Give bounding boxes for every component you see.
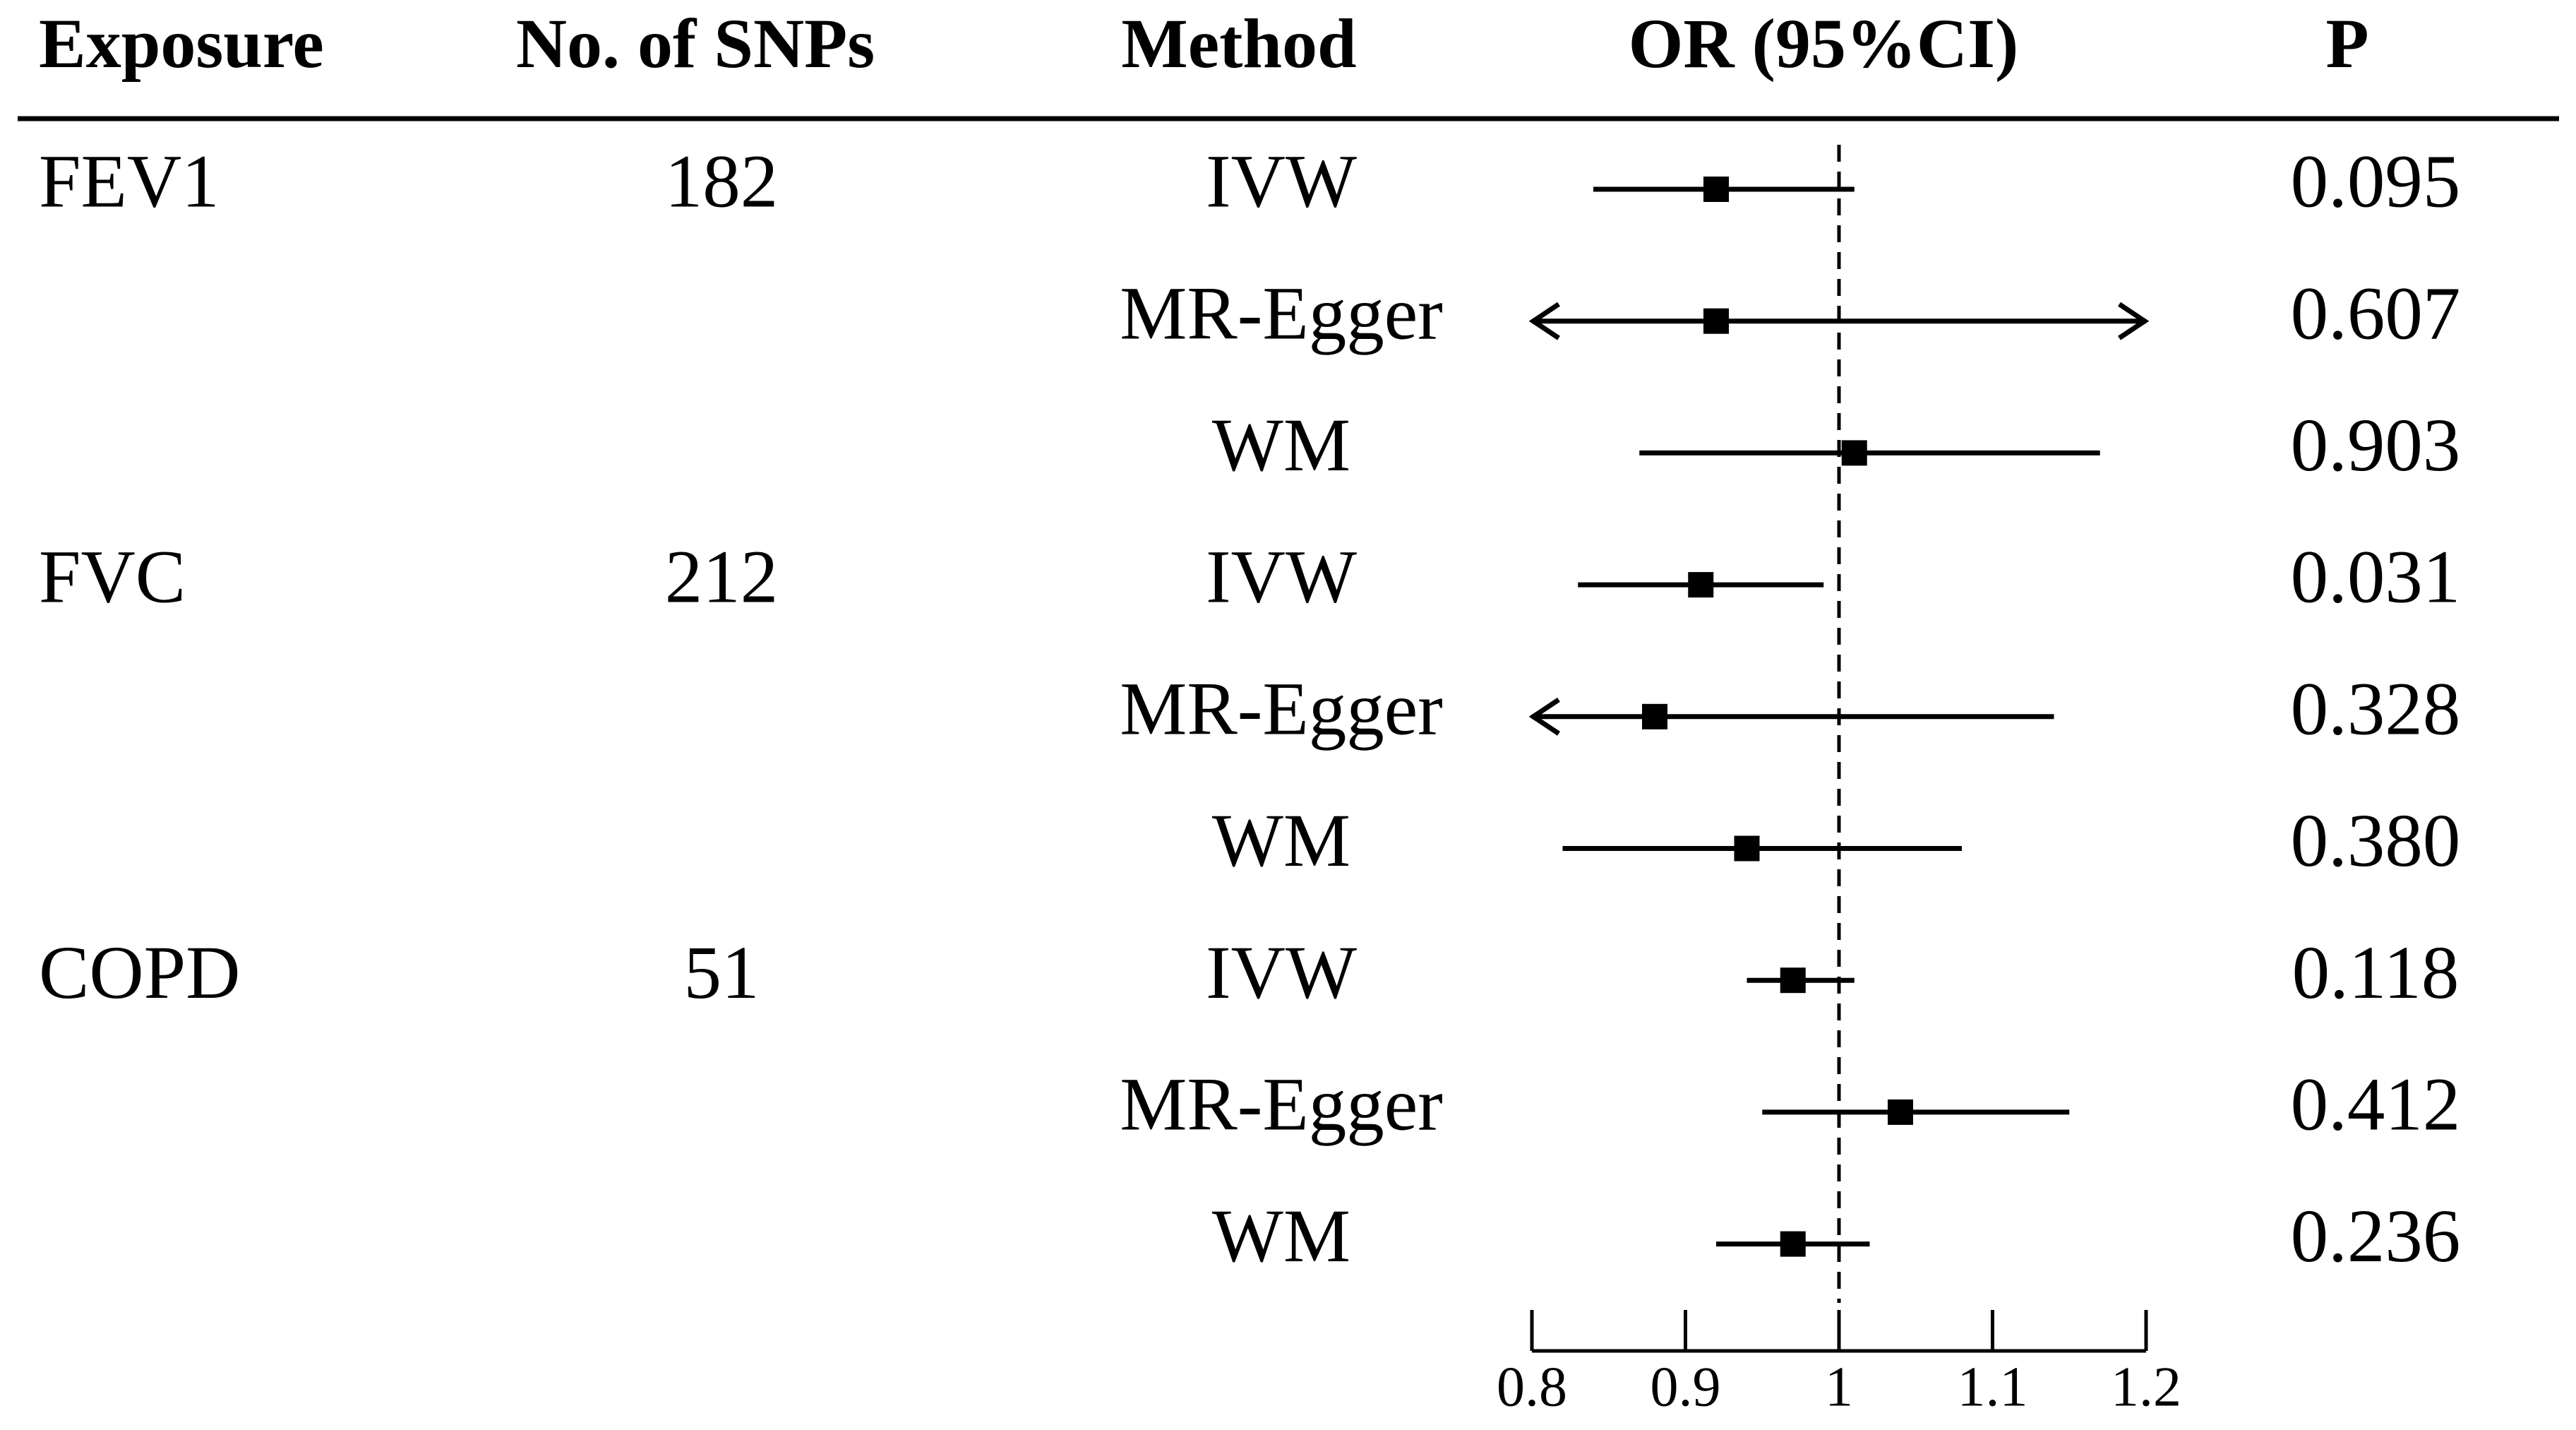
header-snps: No. of SNPs	[516, 4, 875, 83]
ci-arrow-left	[1528, 302, 1560, 340]
exposure-label: FEV1	[39, 141, 220, 224]
header-exposure: Exposure	[39, 4, 324, 83]
p-value: 0.607	[2291, 272, 2461, 355]
p-value: 0.031	[2291, 536, 2461, 619]
method-label: WM	[1212, 404, 1350, 487]
point-estimate	[1703, 177, 1729, 202]
p-value: 0.903	[2291, 404, 2461, 487]
method-label: MR-Egger	[1120, 1063, 1443, 1146]
x-tick-label: 1	[1825, 1356, 1853, 1418]
point-estimate	[1780, 1231, 1806, 1257]
header-or: OR (95%CI)	[1629, 4, 2019, 83]
method-label: WM	[1212, 799, 1350, 883]
x-tick-label: 0.9	[1651, 1356, 1721, 1418]
p-value: 0.328	[2291, 667, 2461, 751]
p-value: 0.236	[2291, 1195, 2461, 1278]
ci-arrow-left	[1528, 697, 1560, 736]
x-tick-label: 0.8	[1497, 1356, 1567, 1418]
point-estimate	[1780, 967, 1806, 994]
header-p: P	[2325, 4, 2368, 83]
point-estimate	[1841, 440, 1867, 466]
point-estimate	[1688, 572, 1714, 598]
snp-count: 212	[665, 536, 779, 619]
method-label: IVW	[1206, 141, 1357, 224]
p-value: 0.118	[2292, 931, 2460, 1015]
p-value: 0.412	[2291, 1063, 2461, 1146]
p-value: 0.095	[2291, 141, 2461, 224]
x-tick-label: 1.2	[2111, 1356, 2181, 1418]
point-estimate	[1888, 1099, 1913, 1125]
method-label: IVW	[1206, 536, 1357, 619]
snp-count: 182	[665, 141, 779, 224]
point-estimate	[1703, 308, 1729, 334]
point-estimate	[1642, 703, 1667, 729]
point-estimate	[1734, 835, 1760, 862]
p-value: 0.380	[2291, 799, 2461, 883]
method-label: MR-Egger	[1120, 272, 1443, 355]
exposure-label: FVC	[39, 536, 186, 619]
method-label: MR-Egger	[1120, 667, 1443, 751]
snp-count: 51	[684, 931, 760, 1015]
header-method: Method	[1121, 4, 1356, 83]
exposure-label: COPD	[39, 931, 240, 1015]
ci-arrow-right	[2118, 302, 2150, 340]
method-label: IVW	[1206, 931, 1357, 1015]
x-tick-label: 1.1	[1958, 1356, 2028, 1418]
method-label: WM	[1212, 1195, 1350, 1278]
